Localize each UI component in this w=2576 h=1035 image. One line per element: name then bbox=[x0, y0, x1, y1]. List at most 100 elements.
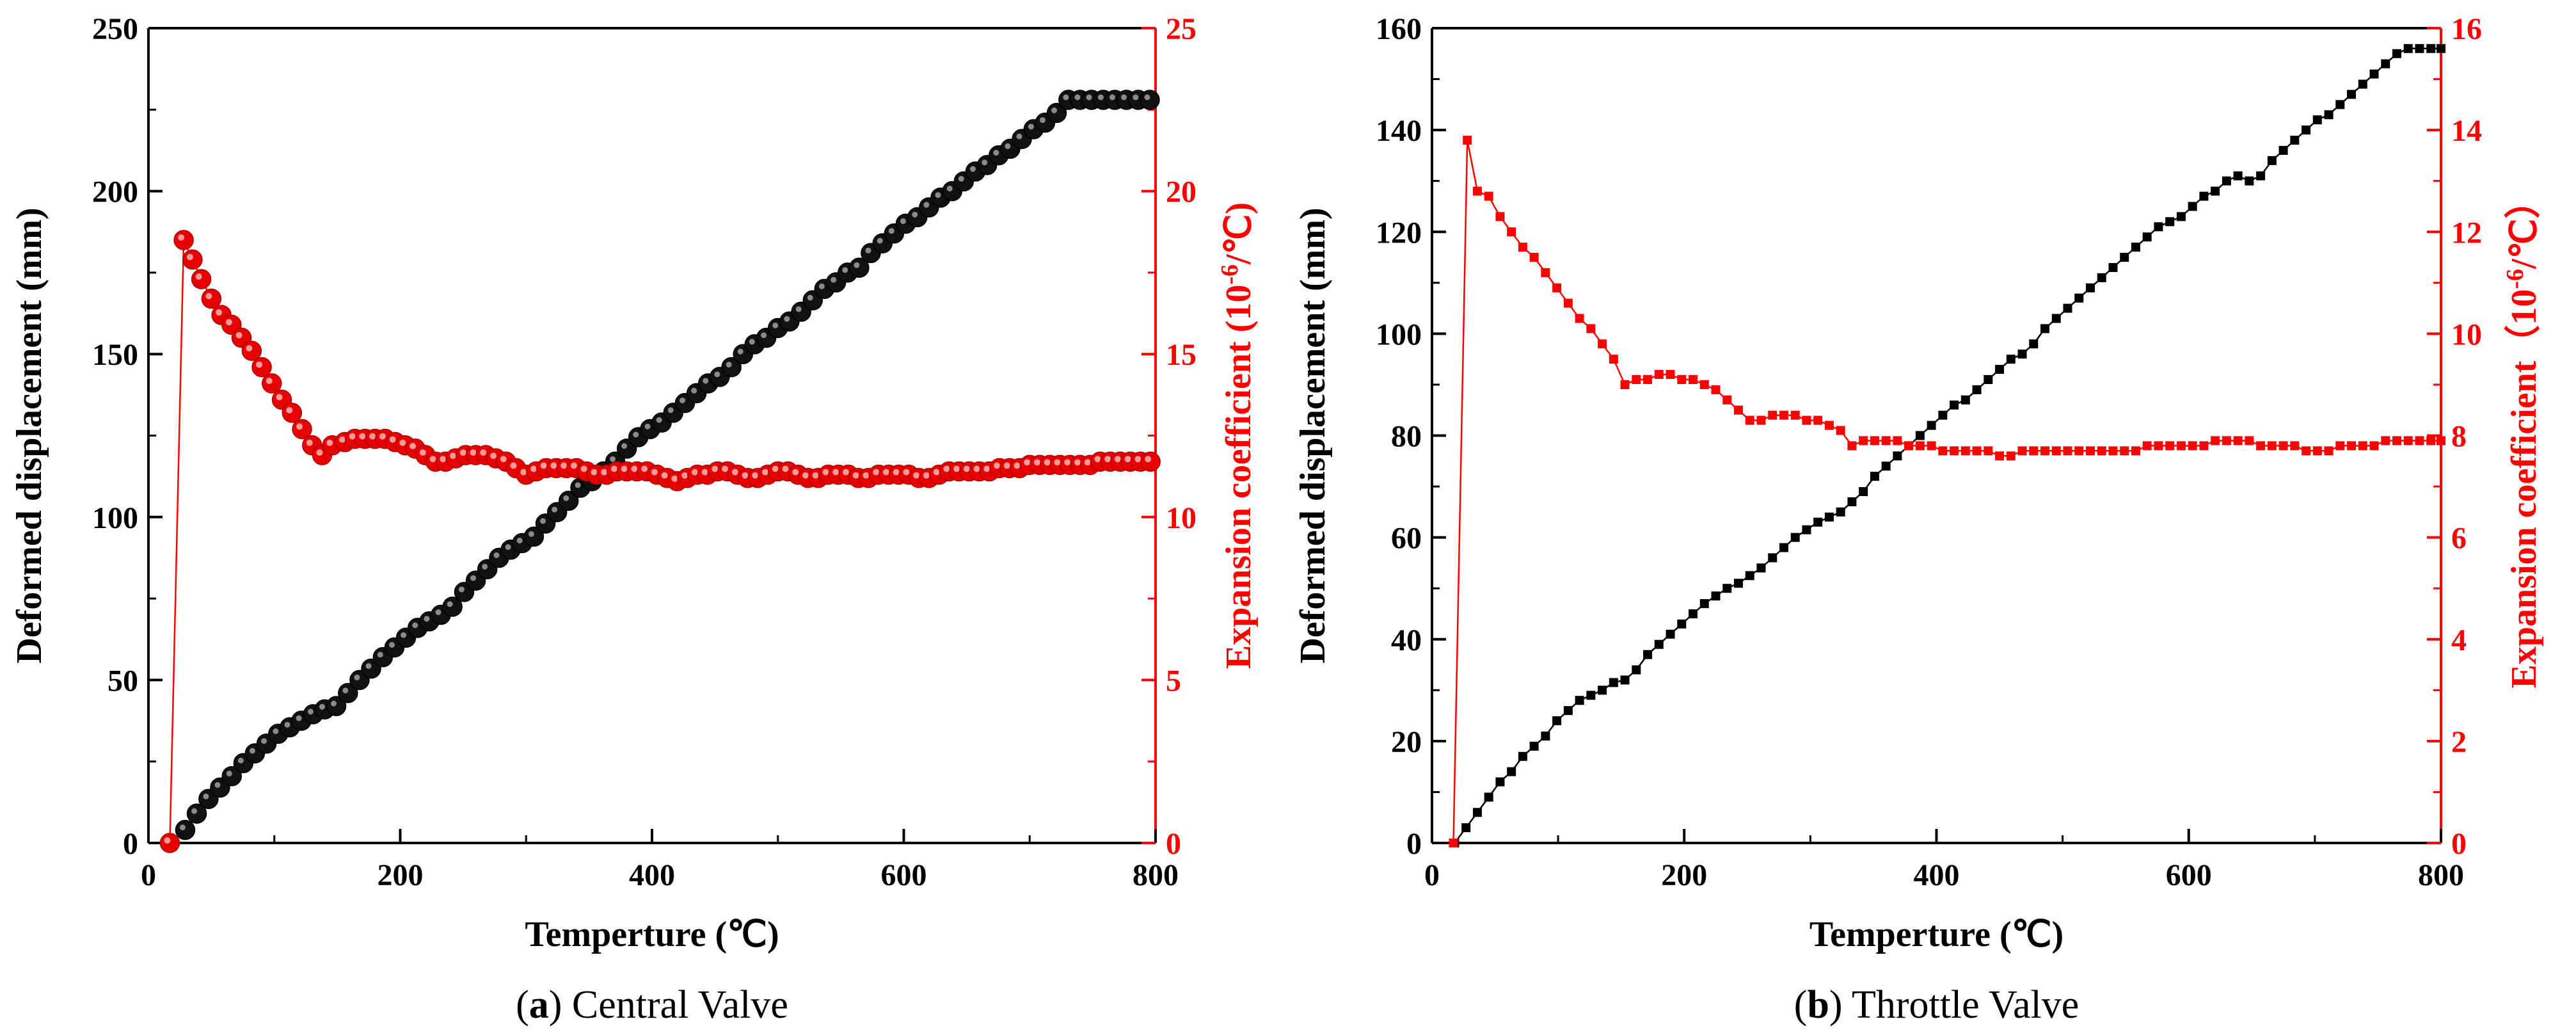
data-point-deformed-displacement bbox=[1859, 487, 1868, 497]
x-tick-label: 200 bbox=[378, 858, 424, 892]
data-point-deformed-displacement bbox=[1598, 686, 1607, 695]
data-point-expansion-coefficient bbox=[2347, 441, 2357, 451]
x-tick-label: 0 bbox=[141, 858, 156, 892]
data-point-highlight bbox=[903, 469, 910, 476]
data-point-highlight bbox=[792, 469, 799, 476]
data-point-highlight bbox=[762, 469, 769, 476]
data-point-highlight bbox=[435, 609, 441, 616]
data-point-expansion-coefficient bbox=[2029, 446, 2039, 456]
data-point-expansion-coefficient bbox=[2199, 441, 2209, 451]
data-point-expansion-coefficient bbox=[159, 833, 180, 853]
data-point-deformed-displacement bbox=[2108, 262, 2118, 272]
data-point-deformed-displacement bbox=[1870, 472, 1879, 481]
data-point-deformed-displacement bbox=[1915, 431, 1925, 440]
data-point-highlight bbox=[365, 663, 372, 670]
data-point-expansion-coefficient bbox=[1836, 426, 1845, 435]
data-point-highlight bbox=[214, 782, 221, 788]
data-point-expansion-coefficient bbox=[1699, 380, 1709, 389]
data-point-expansion-coefficient bbox=[1463, 136, 1472, 145]
data-point-highlight bbox=[877, 237, 883, 244]
series-line-deformed-displacement bbox=[1454, 47, 2441, 844]
data-point-highlight bbox=[946, 186, 953, 192]
data-point-deformed-displacement bbox=[2426, 44, 2436, 53]
series-line-expansion-coefficient bbox=[169, 239, 1151, 844]
data-point-deformed-displacement bbox=[1813, 517, 1823, 527]
data-point-expansion-coefficient bbox=[2415, 436, 2424, 445]
y-right-tick-label: 6 bbox=[2451, 522, 2467, 556]
data-point-expansion-coefficient bbox=[2165, 441, 2175, 451]
data-point-highlight bbox=[863, 472, 870, 479]
data-point-deformed-displacement bbox=[2437, 44, 2445, 53]
data-point-deformed-displacement bbox=[1654, 639, 1664, 649]
data-point-highlight bbox=[570, 462, 577, 469]
data-point-expansion-coefficient bbox=[2211, 436, 2220, 445]
y-right-axis-title-exponent: -6 bbox=[2502, 269, 2529, 289]
data-point-deformed-displacement bbox=[2335, 100, 2345, 109]
data-point-expansion-coefficient bbox=[173, 230, 194, 250]
data-point-highlight bbox=[540, 462, 547, 469]
data-point-highlight bbox=[1109, 94, 1115, 100]
data-point-highlight bbox=[1063, 94, 1069, 100]
data-point-highlight bbox=[296, 423, 303, 430]
data-point-expansion-coefficient bbox=[1449, 838, 1458, 847]
data-point-highlight bbox=[610, 465, 617, 472]
data-point-expansion-coefficient bbox=[1689, 374, 1698, 384]
data-point-highlight bbox=[923, 472, 930, 479]
data-point-expansion-coefficient bbox=[1575, 314, 1584, 323]
data-point-deformed-displacement bbox=[186, 803, 207, 824]
data-point-highlight bbox=[1097, 94, 1104, 100]
data-point-highlight bbox=[913, 472, 920, 479]
y-right-axis-title-unit: /℃) bbox=[1219, 202, 1259, 265]
data-point-highlight bbox=[296, 715, 302, 721]
y-left-tick-label: 60 bbox=[1391, 522, 1422, 556]
data-point-deformed-displacement bbox=[1529, 741, 1539, 751]
data-point-deformed-displacement bbox=[2188, 202, 2197, 211]
data-point-highlight bbox=[591, 469, 598, 476]
data-point-deformed-displacement bbox=[1960, 395, 1970, 405]
data-point-deformed-displacement bbox=[1711, 591, 1721, 601]
panel-caption: (b) Throttle Valve bbox=[1794, 983, 2079, 1027]
data-point-highlight bbox=[540, 518, 546, 524]
data-point-highlight bbox=[621, 465, 628, 472]
data-point-expansion-coefficient bbox=[1711, 385, 1721, 394]
data-point-highlight bbox=[831, 277, 837, 283]
data-point-expansion-coefficient bbox=[2188, 441, 2197, 451]
data-point-highlight bbox=[737, 348, 743, 355]
data-point-highlight bbox=[912, 211, 918, 218]
data-point-deformed-displacement bbox=[2029, 339, 2039, 349]
data-point-highlight bbox=[354, 674, 360, 680]
y-right-tick-label: 10 bbox=[1166, 501, 1197, 535]
data-point-deformed-displacement bbox=[1643, 650, 1653, 659]
y-right-tick-label: 4 bbox=[2451, 623, 2467, 657]
y-right-tick-label: 20 bbox=[1166, 175, 1197, 209]
data-point-deformed-displacement bbox=[2347, 90, 2357, 99]
data-point-deformed-displacement bbox=[1563, 706, 1573, 716]
x-axis-title: Temperture (℃) bbox=[1809, 915, 2063, 954]
caption-paren-open: ( bbox=[516, 983, 529, 1027]
data-point-highlight bbox=[935, 192, 941, 198]
data-point-highlight bbox=[447, 601, 453, 607]
y-right-tick-label: 10 bbox=[2451, 317, 2482, 351]
data-point-highlight bbox=[480, 449, 487, 456]
data-point-highlight bbox=[752, 472, 759, 479]
y-left-tick-label: 200 bbox=[92, 175, 138, 209]
data-point-highlight bbox=[651, 469, 658, 476]
data-point-highlight bbox=[490, 453, 497, 460]
data-point-deformed-displacement bbox=[2358, 79, 2367, 89]
y-right-tick-label: 12 bbox=[2451, 216, 2482, 250]
data-point-highlight bbox=[580, 465, 587, 472]
caption-panel-label: a bbox=[529, 983, 549, 1027]
data-point-deformed-displacement bbox=[1461, 823, 1471, 833]
y-right-tick-label: 16 bbox=[2451, 12, 2482, 46]
y-left-tick-label: 160 bbox=[1376, 12, 1422, 46]
data-point-expansion-coefficient bbox=[1904, 441, 1914, 451]
data-point-deformed-displacement bbox=[2290, 136, 2300, 145]
data-point-highlight bbox=[644, 423, 651, 429]
x-tick-label: 800 bbox=[2418, 858, 2464, 892]
data-point-expansion-coefficient bbox=[2176, 441, 2186, 451]
data-point-highlight bbox=[772, 322, 779, 328]
x-tick-label: 400 bbox=[1914, 858, 1960, 892]
data-point-deformed-displacement bbox=[2256, 171, 2266, 181]
data-point-expansion-coefficient bbox=[1541, 268, 1550, 277]
y-right-axis-title-unit: /℃） bbox=[2504, 183, 2544, 269]
